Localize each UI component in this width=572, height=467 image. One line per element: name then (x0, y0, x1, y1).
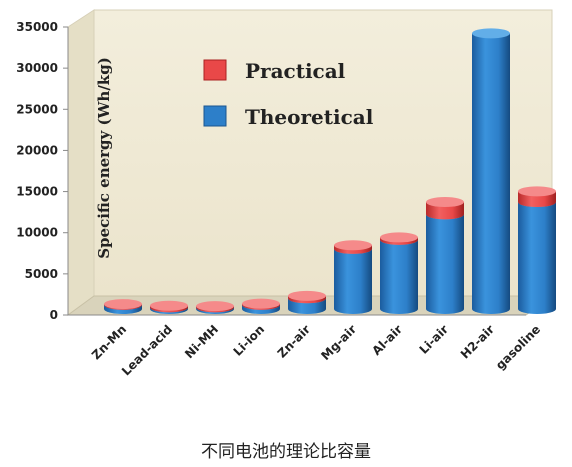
legend-label-theoretical: Theoretical (245, 105, 374, 129)
x-tick-label: Zn-Mn (89, 322, 129, 362)
bar-practical (380, 232, 418, 245)
y-tick-label: 25000 (16, 102, 58, 116)
x-tick-label: H2-air (458, 322, 497, 361)
legend-swatch-theoretical (203, 105, 227, 127)
plot-left-wall (67, 9, 95, 316)
y-axis-label: Specific energy (Wh/kg) (95, 57, 113, 259)
x-tick-label: Zn-air (275, 322, 313, 360)
chart-caption: 不同电池的理论比容量 (201, 442, 371, 462)
legend: Practical Theoretical (203, 59, 374, 129)
x-tick-label: Al-air (369, 322, 405, 358)
bar-practical (288, 290, 326, 304)
x-tick-label: Li-air (417, 322, 452, 357)
y-tick-label: 35000 (16, 20, 58, 34)
bar-practical (518, 186, 556, 208)
bar-practical (150, 300, 188, 313)
legend-label-practical: Practical (245, 59, 346, 83)
bar-theoretical (380, 234, 418, 314)
bar-practical (426, 197, 464, 220)
x-tick-label: Li-ion (231, 322, 268, 359)
y-tick-label: 30000 (16, 61, 58, 75)
bar-theoretical (334, 243, 372, 314)
y-tick-label: 5000 (25, 267, 58, 281)
x-tick-label: Mg-air (318, 322, 359, 363)
legend-swatch-practical (203, 59, 227, 81)
y-tick-label: 0 (50, 308, 58, 322)
bar-practical (104, 299, 142, 310)
y-tick-label: 10000 (16, 226, 58, 240)
y-tick-label: 20000 (16, 143, 58, 157)
y-tick-label: 15000 (16, 185, 58, 199)
bar-theoretical (472, 28, 510, 314)
bar-theoretical (426, 209, 464, 314)
x-tick-label: Ni-MH (182, 322, 221, 361)
x-tick-label: gasoline (493, 322, 543, 372)
bar-practical (196, 301, 234, 313)
bar-practical (242, 298, 280, 310)
bar-practical (334, 240, 372, 254)
bar-theoretical (518, 197, 556, 314)
